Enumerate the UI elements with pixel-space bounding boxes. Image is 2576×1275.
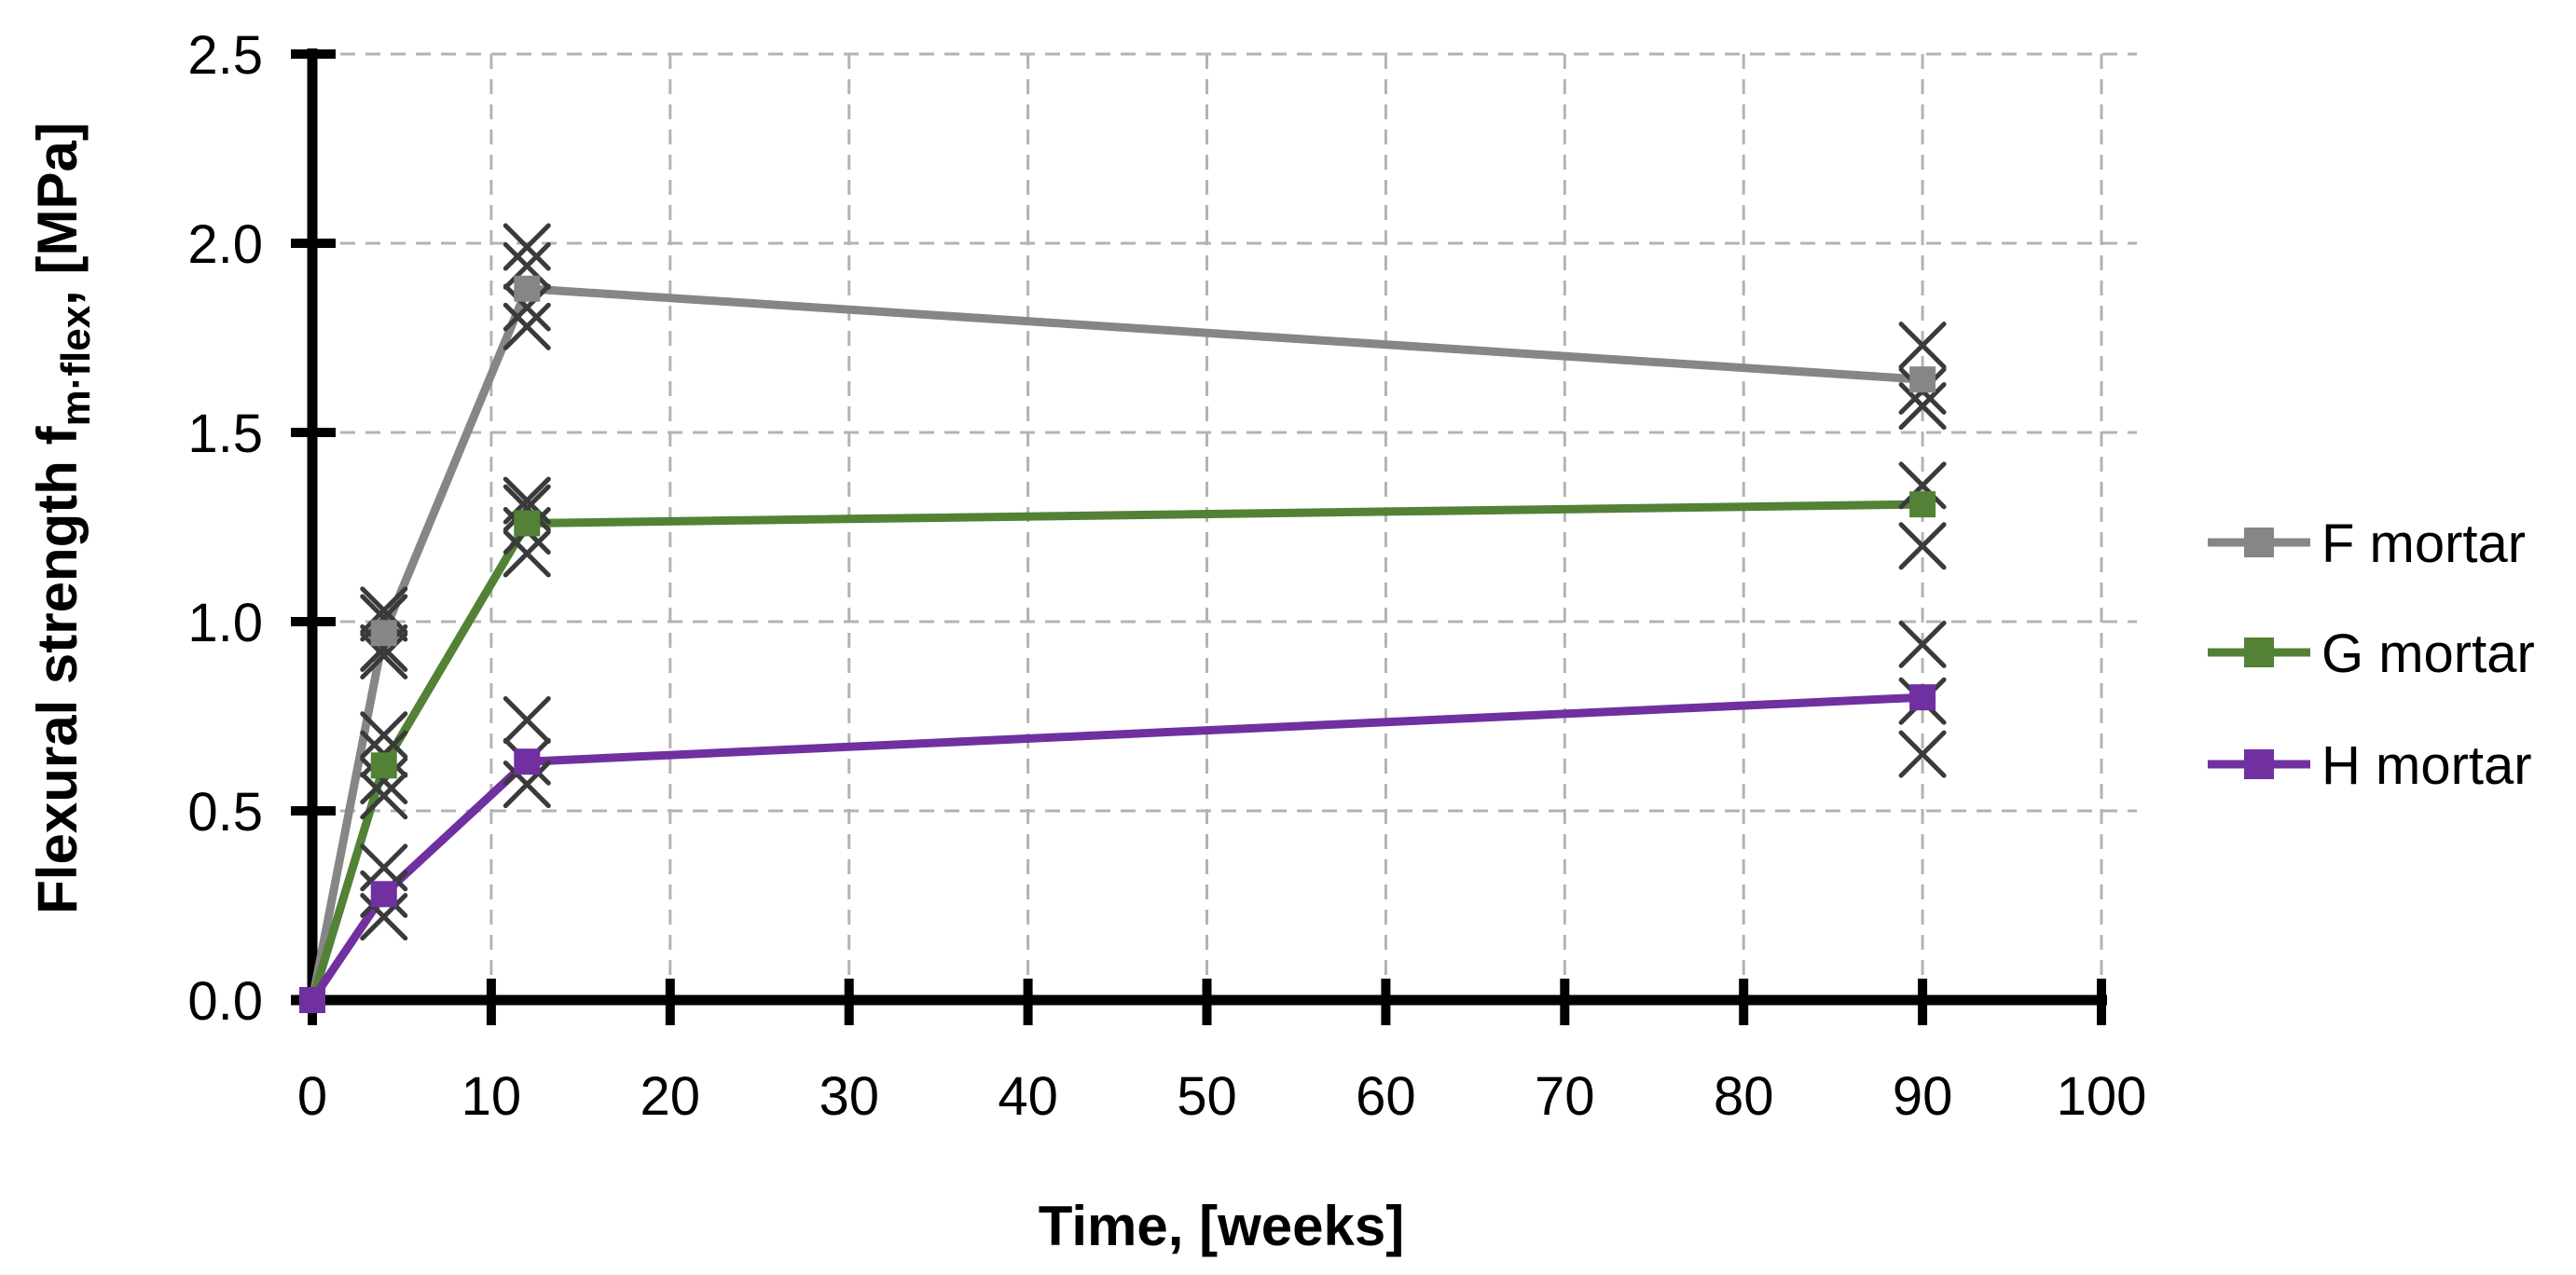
legend-label: G mortar [2321,624,2535,684]
legend-item-g-mortar: G mortar [2208,624,2535,684]
series-marker-f-mortar [514,275,541,302]
y-tick-label: 0.0 [187,971,263,1032]
series-marker-f-mortar [1909,366,1936,393]
series-marker-h-mortar [1909,684,1936,711]
legend-marker-sample [2244,638,2274,667]
scatter-x-icon [360,893,408,941]
scatter-x-icon [503,529,551,578]
series-layer [308,284,1927,1005]
legend: F mortar G mortar H mortar [2208,514,2535,796]
y-tick-label: 2.0 [187,214,263,275]
scatter-x-icon [360,711,408,760]
scatter-x-icon [1898,730,1947,778]
scatter-x-icon [360,624,408,672]
legend-marker-sample [2244,749,2274,779]
x-tick-label: 20 [641,1066,701,1127]
x-tick-label: 50 [1177,1066,1237,1127]
scatter-x-icon [360,757,408,805]
x-tick-label: 70 [1535,1066,1595,1127]
x-tick-label: 80 [1714,1066,1774,1127]
y-tick-label: 2.5 [187,25,263,86]
series-marker-h-mortar [299,987,325,1013]
legend-label: F mortar [2321,514,2526,574]
series-marker-f-mortar [370,620,397,647]
scatter-x-icon [1898,322,1947,370]
y-tick-label: 1.0 [187,593,263,653]
scatter-x-icon [503,241,551,290]
y-tick-label: 0.5 [187,782,263,843]
y-tick-label: 1.5 [187,404,263,464]
scatter-x-icon [1898,620,1947,668]
series-marker-h-mortar [370,881,397,908]
scatter-x-icon [503,223,551,271]
tick-labels-layer: 0.0 0.5 1.0 1.5 2.0 2.5 0 10 20 30 40 50 60 70 80 90 100 [187,25,2146,1127]
legend-label: H mortar [2321,735,2532,796]
x-tick-label: 0 [297,1066,327,1127]
series-marker-g-mortar [370,752,397,779]
scatter-x-icon [503,302,551,350]
series-marker-h-mortar [514,748,541,775]
series-marker-g-mortar [514,510,541,537]
x-tick-label: 40 [998,1066,1058,1127]
x-tick-label: 30 [819,1066,879,1127]
scatter-x-icon [503,484,551,532]
scatter-x-icon [1898,461,1947,510]
legend-item-h-mortar: H mortar [2208,735,2532,796]
scatter-x-icon [360,772,408,820]
scatter-x-icon [503,761,551,809]
legend-item-f-mortar: F mortar [2208,514,2526,574]
series-line-h-mortar [308,692,1927,1005]
scatter-x-icon [503,283,551,332]
scatter-x-icon [1898,382,1947,431]
scatter-x-icon [503,696,551,745]
scatter-x-icon [360,632,408,680]
markers-layer [299,275,1936,1013]
scatter-x-icon [360,586,408,635]
x-tick-label: 60 [1356,1066,1416,1127]
gridlines-layer [315,52,2137,997]
series-marker-g-mortar [1909,491,1936,518]
x-tick-label: 100 [2057,1066,2147,1127]
scatter-x-icon [1898,522,1947,570]
x-axis-title: Time, [weeks] [1039,1195,1404,1257]
x-tick-label: 90 [1893,1066,1953,1127]
series-line-g-mortar [308,500,1927,1005]
scatter-layer [360,223,1947,941]
y-axis-title: Flexural strength fm·flex, [MPa] [26,122,99,914]
series-line-f-mortar [308,284,1927,1005]
axis-titles-layer: Time, [weeks] Flexural strength fm·flex,… [26,122,1404,1257]
legend-marker-sample [2244,528,2274,557]
x-tick-label: 10 [461,1066,522,1127]
axes-layer [291,48,2107,1025]
